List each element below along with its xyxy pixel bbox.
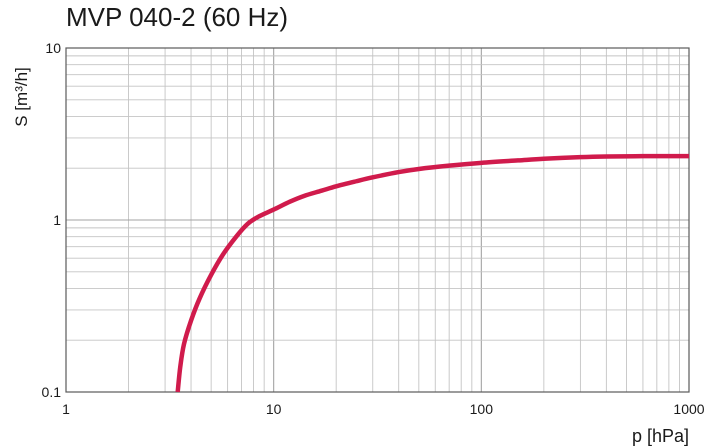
y-axis-label: S [m³/h] <box>12 67 31 127</box>
y-tick-label: 10 <box>45 40 61 56</box>
x-tick-label: 100 <box>470 401 494 417</box>
plot-grid <box>66 48 689 392</box>
x-tick-label: 1 <box>62 401 70 417</box>
y-tick-label: 0.1 <box>42 384 62 400</box>
y-tick-label: 1 <box>53 212 61 228</box>
plot-area-frame <box>65 47 690 393</box>
chart-title: MVP 040-2 (60 Hz) <box>66 2 288 32</box>
x-axis-label: p [hPa] <box>632 426 689 446</box>
series-layer <box>175 153 690 393</box>
x-tick-label: 10 <box>266 401 282 417</box>
x-tick-label: 1000 <box>673 401 704 417</box>
pumping-speed-curve <box>175 153 690 393</box>
